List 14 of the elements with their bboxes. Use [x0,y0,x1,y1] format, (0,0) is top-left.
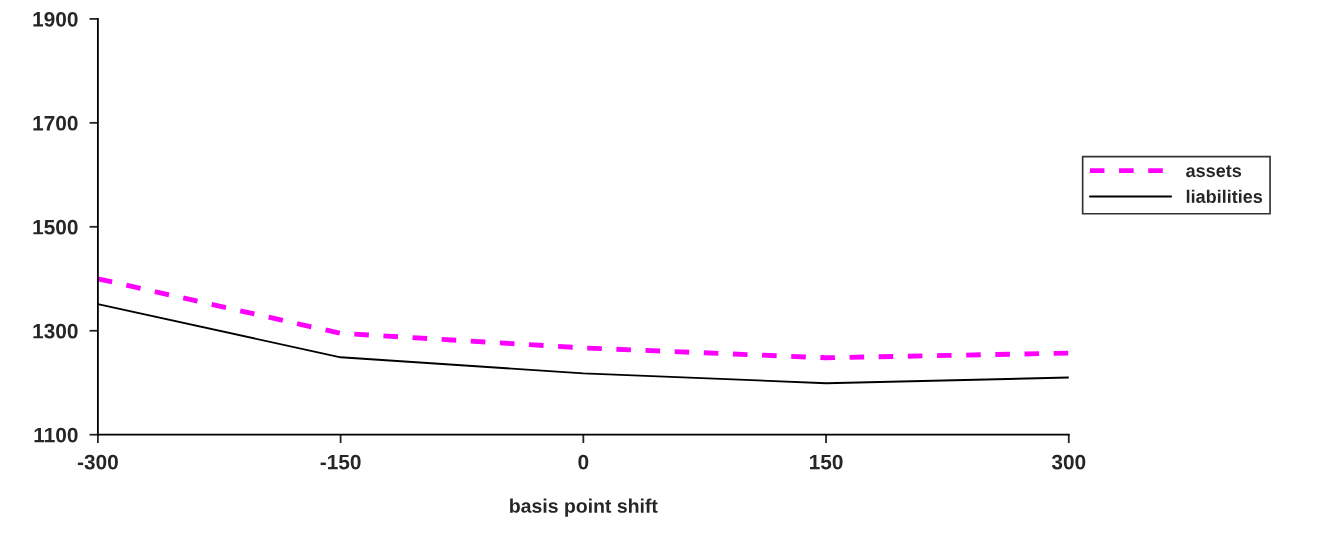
y-tick-label: 1300 [33,323,78,339]
x-axis-title: basis point shift [510,498,658,517]
y-tick-label: 1900 [33,11,78,27]
x-tick-label: -150 [320,454,361,470]
x-tick-label: 150 [809,454,843,470]
y-tick-label: 1100 [34,427,78,443]
x-tick-label: 0 [578,454,589,470]
x-tick-label: 300 [1051,454,1086,470]
x-tick-label: -300 [77,454,118,470]
line-series [97,276,1069,361]
legend-label: assets [1186,165,1242,178]
y-tick-label: 1700 [33,115,78,131]
legend-label: liabilities [1186,189,1263,203]
y-tick-label: 1500 [33,219,78,235]
